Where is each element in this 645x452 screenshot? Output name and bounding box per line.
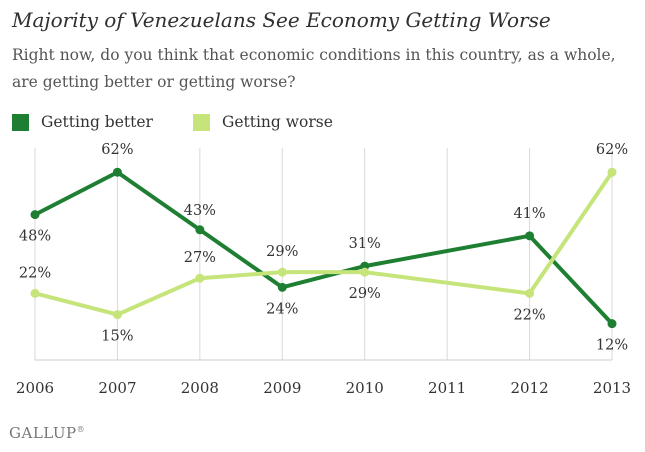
data-label-getting-better-2013: 12% [596, 338, 628, 354]
data-label-getting-worse-2010: 29% [349, 286, 381, 302]
chart-subtitle: Right now, do you think that economic co… [12, 46, 616, 91]
data-point-getting-worse-2010 [360, 267, 370, 277]
data-point-getting-worse-2006 [30, 288, 40, 298]
x-tick-label-2006: 2006 [16, 379, 54, 397]
chart-title: Majority of Venezuelans See Economy Gett… [12, 8, 551, 32]
legend-swatch-getting-better [12, 113, 29, 131]
series-line-getting-better [33, 170, 614, 326]
data-point-getting-worse-2008 [195, 273, 205, 283]
data-point-getting-better-2009 [277, 282, 287, 292]
x-tick-label-2007: 2007 [98, 379, 136, 397]
data-label-getting-better-2007: 62% [101, 142, 133, 158]
x-tick-label-2009: 2009 [263, 379, 301, 397]
data-point-getting-better-2008 [195, 225, 205, 235]
legend-swatch-getting-worse [192, 113, 210, 131]
x-tick-label-2008: 2008 [181, 379, 219, 397]
data-point-getting-better-2006 [30, 210, 40, 220]
legend: Getting better Getting worse [12, 113, 373, 131]
data-label-getting-worse-2008: 27% [184, 250, 216, 266]
data-label-getting-better-2009: 24% [266, 301, 298, 317]
data-point-getting-worse-2013 [607, 167, 617, 177]
x-tick-label-2011: 2011 [428, 379, 466, 397]
data-label-getting-better-2008: 43% [184, 203, 216, 219]
legend-label-getting-better: Getting better [41, 113, 153, 131]
gallup-logo-text: GALLUP [9, 424, 77, 442]
data-label-getting-worse-2009: 29% [266, 244, 298, 260]
x-tick-label-2012: 2012 [510, 379, 548, 397]
data-label-getting-worse-2012: 22% [513, 307, 545, 323]
data-point-getting-better-2012 [525, 231, 535, 241]
legend-item-getting-better: Getting better [12, 113, 153, 131]
data-label-getting-better-2010: 31% [349, 236, 381, 252]
data-label-getting-better-2006: 48% [19, 229, 51, 245]
legend-label-getting-worse: Getting worse [221, 113, 333, 131]
data-label-getting-worse-2013: 62% [596, 142, 628, 158]
x-tick-label-2010: 2010 [346, 379, 384, 397]
gallup-logo: GALLUP® [9, 424, 85, 442]
data-point-getting-better-2013 [607, 319, 617, 329]
data-point-getting-worse-2012 [525, 288, 535, 298]
registered-mark: ® [76, 425, 86, 434]
data-label-getting-worse-2007: 15% [101, 329, 133, 345]
data-label-getting-worse-2006: 22% [19, 265, 51, 281]
data-point-getting-better-2007 [112, 167, 122, 177]
legend-item-getting-worse: Getting worse [192, 113, 333, 131]
data-point-getting-worse-2007 [112, 310, 122, 320]
data-point-getting-worse-2009 [277, 267, 287, 277]
x-tick-label-2013: 2013 [593, 379, 631, 397]
data-label-getting-better-2012: 41% [513, 206, 545, 222]
